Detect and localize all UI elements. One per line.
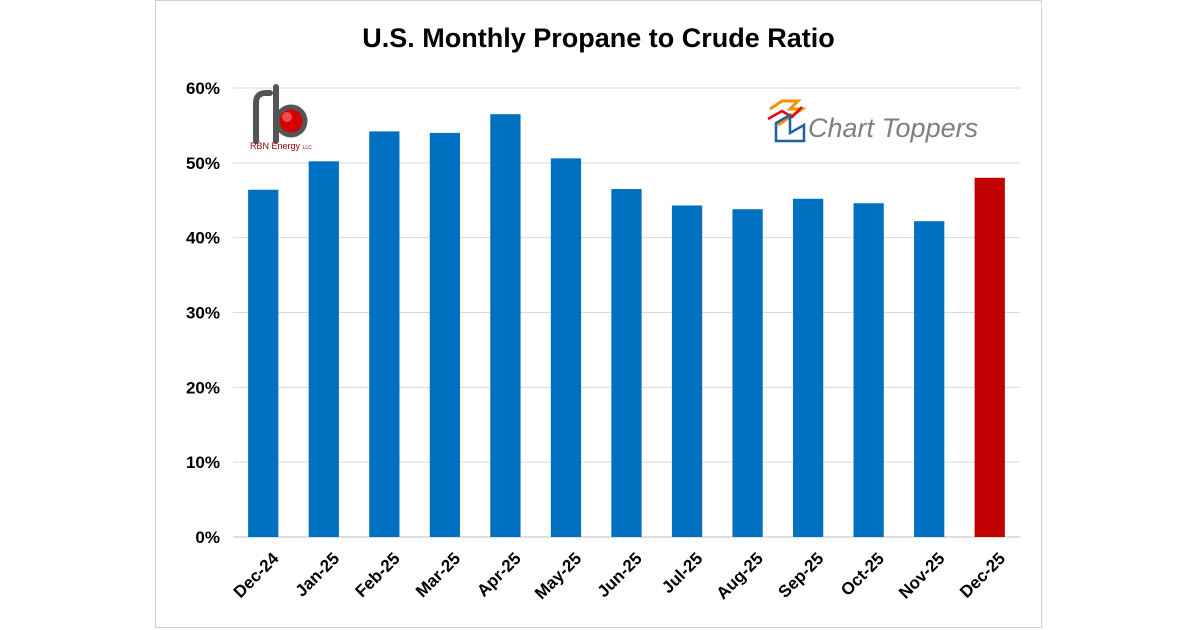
x-tick-label: Oct-25: [837, 549, 888, 600]
y-tick-label: 30%: [186, 304, 220, 323]
chart-toppers-icon-blue: [774, 112, 806, 143]
chart-toppers-icon-red: [767, 106, 803, 121]
chart-toppers-logo: Chart Toppers: [767, 99, 978, 143]
chart-frame: U.S. Monthly Propane to Crude Ratio 0% 10…: [155, 0, 1042, 628]
y-axis: 0% 10% 20% 30% 40% 50% 60%: [186, 79, 220, 547]
bar-oct-25: [853, 203, 884, 537]
x-tick-label: Aug-25: [713, 549, 767, 603]
x-tick-label: Dec-24: [230, 548, 283, 601]
bar-sep-25: [792, 198, 824, 537]
chart-svg: 0%10%20%30%40%50%60% Dec-24 Jan-25 Feb-25 M…: [186, 79, 1020, 603]
chart-toppers-text: Chart Toppers: [808, 113, 978, 143]
y-tick-label: 60%: [186, 79, 220, 98]
rbn-logo-ball: [274, 104, 308, 138]
rbn-logo: RBN Energy LLC: [250, 84, 312, 151]
bar-nov-25: [914, 221, 945, 537]
x-tick-label: May-25: [531, 549, 585, 603]
y-tick-label: 0%: [195, 528, 220, 547]
y-tick-label: 50%: [186, 154, 220, 173]
bar-jun-25: [611, 189, 642, 537]
bar-aug-25: [732, 209, 763, 538]
bar-mar-25: [429, 132, 461, 537]
y-tick-label: 10%: [186, 453, 220, 472]
x-tick-label: Sep-25: [775, 549, 828, 602]
bar-jan-25: [308, 161, 339, 537]
bar-apr-25: [490, 114, 521, 538]
bar-feb-25: [369, 131, 400, 538]
x-tick-label: Jul-25: [658, 549, 706, 597]
rbn-logo-r-stroke: [253, 90, 273, 144]
chart-title: U.S. Monthly Propane to Crude Ratio: [362, 23, 835, 53]
x-axis: Dec-24 Jan-25 Feb-25 Mar-25 Apr-25 May-25 Jun-…: [230, 548, 1009, 603]
bar-jul-25: [671, 205, 703, 537]
rbn-logo-ball-shine: [282, 112, 292, 122]
bar-dec-25: [974, 177, 1005, 538]
bar-dec-24: [248, 189, 279, 538]
x-tick-label: Feb-25: [351, 549, 403, 601]
x-tick-label: Dec-25: [956, 549, 1009, 602]
x-tick-label: Jun-25: [594, 549, 646, 601]
bars-layer: [248, 114, 1005, 538]
bar-may-25: [550, 158, 582, 538]
y-tick-label: 40%: [186, 229, 220, 248]
rbn-logo-text: RBN Energy LLC: [250, 141, 312, 151]
rbn-logo-name: RBN Energy: [250, 141, 301, 151]
x-tick-label: Apr-25: [473, 549, 525, 601]
y-tick-label: 20%: [186, 378, 220, 397]
x-tick-label: Jan-25: [292, 549, 344, 601]
rbn-logo-suffix: LLC: [303, 145, 313, 151]
x-tick-label: Nov-25: [895, 549, 949, 603]
x-tick-label: Mar-25: [412, 549, 464, 601]
